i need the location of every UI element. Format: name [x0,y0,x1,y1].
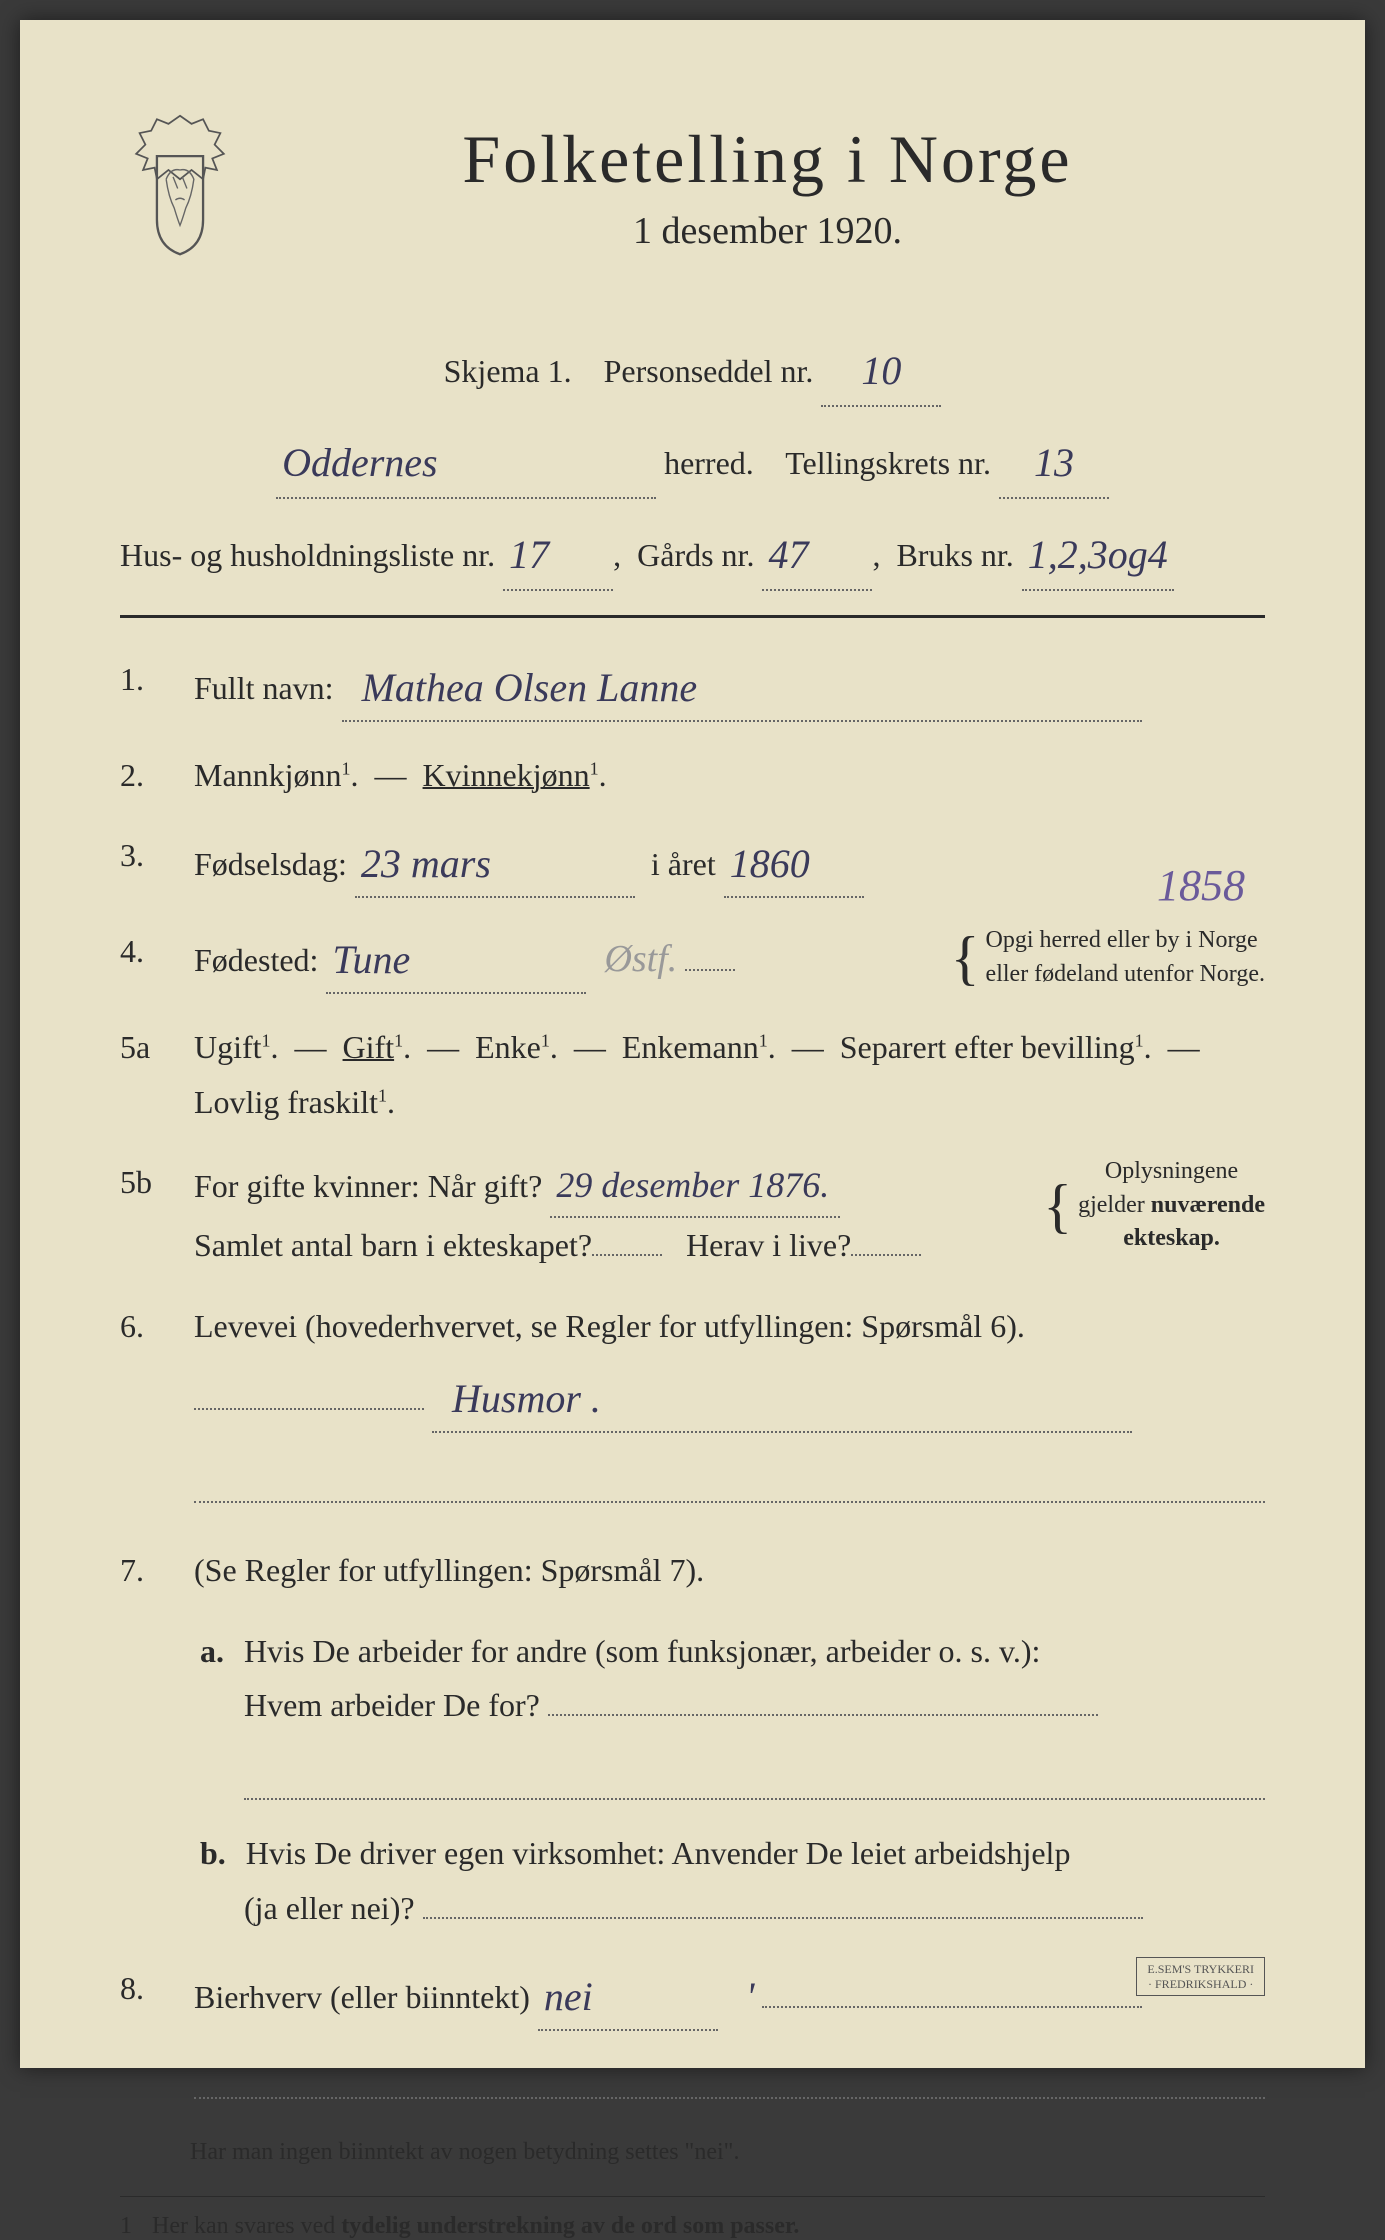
footnote-divider [120,2196,1265,2197]
marriage-aside: { Oplysningene gjelder nuværende ekteska… [1043,1155,1265,1256]
footnote-1: Har man ingen biinntekt av nogen betydni… [190,2125,1265,2166]
birthplace: Tune [332,937,410,982]
skjema-line: Skjema 1. Personseddel nr. 10 [120,333,1265,407]
main-title: Folketelling i Norge [270,120,1265,199]
birth-year: 1860 [730,841,810,886]
birthplace-aside: { Opgi herred eller by i Norge eller fød… [951,924,1265,991]
personseddel-nr: 10 [861,348,901,393]
pencil-note: Østf. [604,938,677,980]
tellingskrets-nr: 13 [1034,440,1074,485]
q2: 2. Mannkjønn1. — Kvinnekjønn1. [120,748,1265,802]
title-block: Folketelling i Norge 1 desember 1920. [270,110,1265,293]
census-form-page: Folketelling i Norge 1 desember 1920. Sk… [20,20,1365,2068]
birth-day: 23 mars [361,841,491,886]
q5a: 5a Ugift1. — Gift1. — Enke1. — Enkemann1… [120,1020,1265,1129]
q7: 7. (Se Regler for utfyllingen: Spørsmål … [120,1543,1265,1597]
q4: 4. Fødested: Tune Østf. { Opgi herred el… [120,924,1265,994]
husliste-line: Hus- og husholdningsliste nr. 17, Gårds … [120,517,1265,591]
header: Folketelling i Norge 1 desember 1920. [120,110,1265,293]
q7a: a. Hvis De arbeider for andre (som funks… [200,1624,1265,1801]
footnote-2: 1 Her kan svares ved tydelig understrekn… [120,2209,1265,2240]
occupation: Husmor . [452,1376,601,1421]
gards-nr: 47 [768,532,808,577]
q3: 3. Fødselsdag: 23 mars i året 1860 [120,828,1265,898]
coat-of-arms-icon [120,110,240,260]
margin-year-note: 1858 [1157,860,1245,911]
full-name: Mathea Olsen Lanne [362,665,698,710]
divider [120,615,1265,618]
bierhverv-value: nei [544,1974,593,2019]
gift-selected: Gift [343,1029,395,1065]
herred-line: Oddernes herred. Tellingskrets nr. 13 [120,425,1265,499]
printer-stamp: E.SEM'S TRYKKERI · FREDRIKSHALD · [1136,1957,1265,1996]
q1: 1. Fullt navn: Mathea Olsen Lanne [120,652,1265,722]
q8: 8. Bierhverv (eller biinntekt) nei ' [120,1961,1265,2099]
husliste-nr: 17 [509,532,549,577]
herred-value: Oddernes [282,440,438,485]
q7b: b. Hvis De driver egen virksomhet: Anven… [200,1826,1265,1935]
subtitle: 1 desember 1920. [270,209,1265,253]
marriage-date: 29 desember 1876. [556,1165,829,1205]
kvinnekjonn: Kvinnekjønn [423,757,590,793]
mannkjonn: Mannkjønn [194,757,342,793]
q5b: 5b For gifte kvinner: Når gift? 29 desem… [120,1155,1265,1273]
q6: 6. Levevei (hovederhvervet, se Regler fo… [120,1299,1265,1503]
bruks-nr: 1,2,3og4 [1028,532,1168,577]
